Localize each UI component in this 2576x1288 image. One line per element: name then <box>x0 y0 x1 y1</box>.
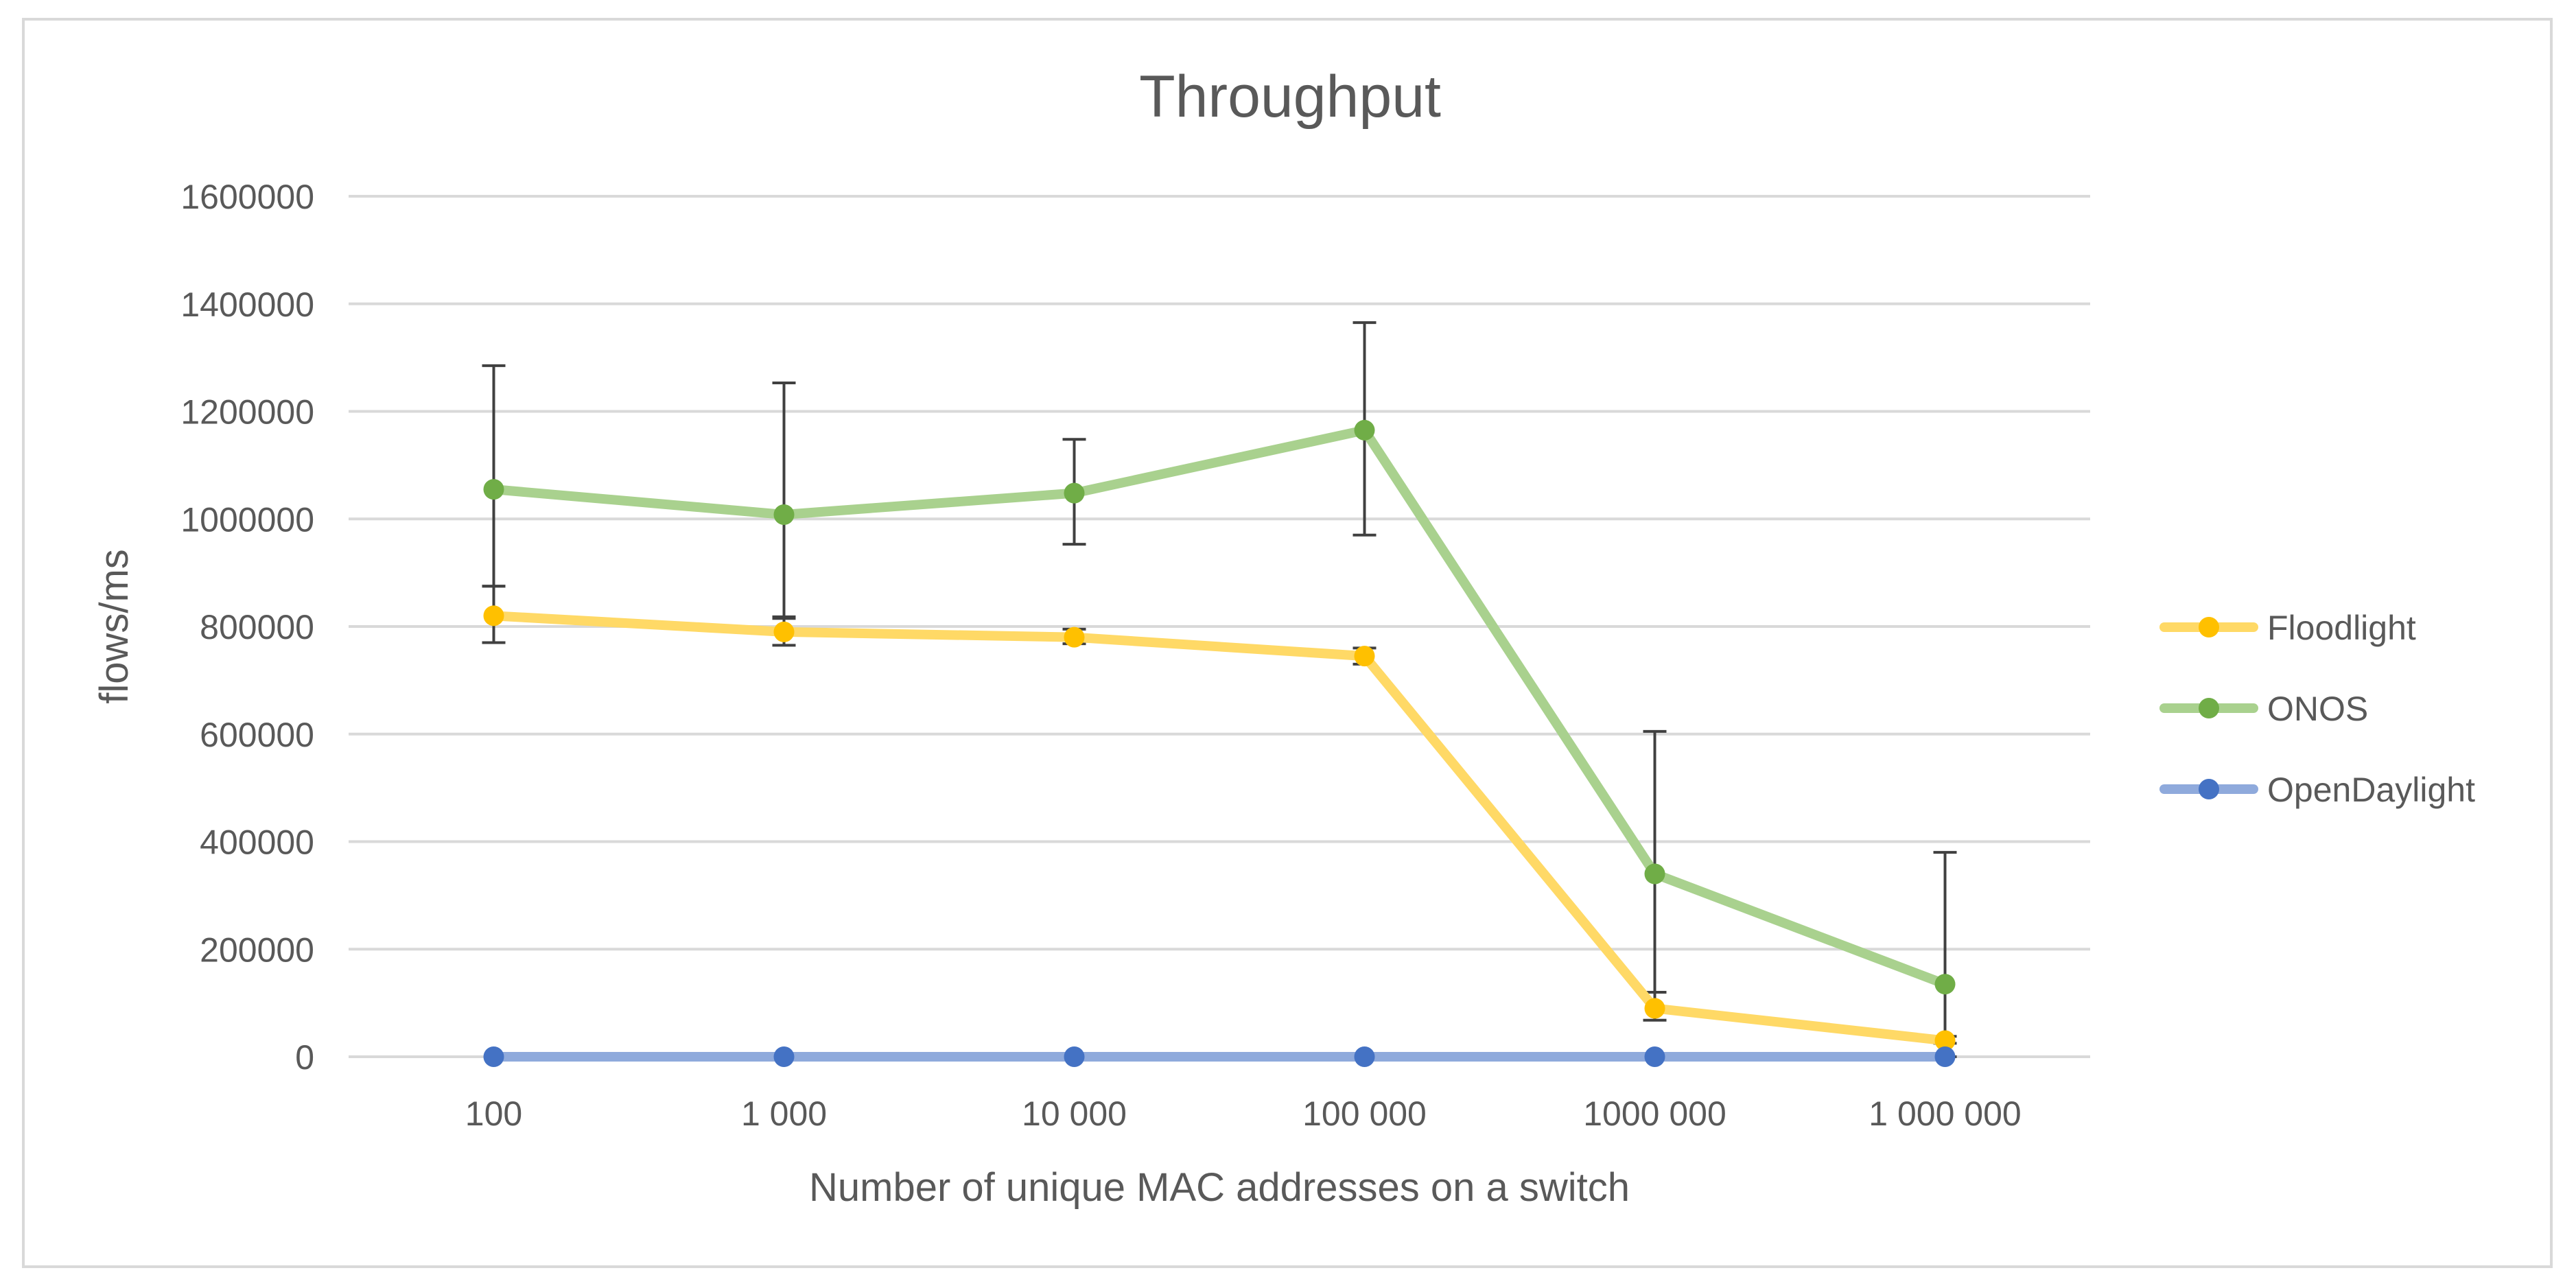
data-point <box>1934 1046 1956 1067</box>
data-point <box>1644 863 1665 885</box>
y-tick-label: 0 <box>295 1038 314 1077</box>
data-point <box>1354 646 1375 667</box>
y-axis-ticks: 0 200000 400000 600000 800000 1000000 1200000 1… <box>180 178 314 1077</box>
data-point <box>1934 1030 1956 1051</box>
y-tick-label: 600000 <box>200 716 314 754</box>
error-bar <box>1933 851 1957 1058</box>
y-tick-label: 1000000 <box>180 500 314 539</box>
y-axis-title: flows/ms <box>92 549 137 704</box>
error-bar <box>482 364 506 588</box>
legend-marker <box>2199 617 2219 637</box>
data-point <box>1354 419 1375 441</box>
legend-entry: OpenDaylight <box>2159 771 2475 809</box>
data-point <box>1064 482 1085 504</box>
data-point <box>1644 1046 1665 1067</box>
x-axis-ticks: 100 1 000 10 000 100 000 1000 000 1 000 000 <box>465 1094 2022 1133</box>
series-line <box>489 611 1950 1046</box>
y-tick-label: 1600000 <box>180 178 314 216</box>
error-bar <box>772 381 796 618</box>
legend-label: OpenDaylight <box>2267 771 2475 809</box>
legend-label: ONOS <box>2267 690 2368 728</box>
data-point <box>773 621 795 642</box>
data-point <box>1064 1046 1085 1067</box>
x-tick-label: 1 000 <box>741 1094 827 1133</box>
data-point <box>483 605 504 627</box>
x-tick-label: 100 <box>465 1094 522 1133</box>
series-lines <box>483 419 1956 1067</box>
data-point <box>1064 627 1085 648</box>
data-point <box>1934 974 1956 995</box>
series-line <box>489 425 1950 990</box>
data-point <box>773 504 795 525</box>
series-onos <box>483 419 1956 995</box>
y-tick-label: 400000 <box>200 823 314 862</box>
legend-entry: Floodlight <box>2159 609 2416 647</box>
data-point <box>1644 998 1665 1019</box>
error-bars <box>482 321 1957 1058</box>
data-point <box>483 479 504 500</box>
x-axis-title: Number of unique MAC addresses on a swit… <box>809 1165 1630 1210</box>
x-tick-label: 1000 000 <box>1583 1094 1726 1133</box>
x-tick-label: 100 000 <box>1302 1094 1427 1133</box>
legend-entry: ONOS <box>2159 690 2368 728</box>
y-tick-label: 200000 <box>200 930 314 969</box>
legend-marker <box>2199 779 2219 799</box>
y-tick-label: 800000 <box>200 608 314 646</box>
x-tick-label: 10 000 <box>1022 1094 1127 1133</box>
x-tick-label: 1 000 000 <box>1869 1094 2021 1133</box>
chart-frame: Throughput 0 200000 400000 600000 800000 1000… <box>22 18 2553 1268</box>
legend-label: Floodlight <box>2267 609 2416 647</box>
line-chart: Throughput 02000004000006000008000001000… <box>92 64 2475 1210</box>
y-tick-label: 1400000 <box>180 285 314 324</box>
legend-marker <box>2199 698 2219 718</box>
chart-title: Throughput <box>1139 64 1441 130</box>
data-point <box>483 1046 504 1067</box>
series-floodlight <box>483 605 1956 1051</box>
y-tick-label: 1200000 <box>180 393 314 432</box>
data-point <box>773 1046 795 1067</box>
series-opendaylight <box>483 1046 1956 1067</box>
legend: Floodlight ONOS OpenDaylight <box>2159 609 2475 809</box>
data-point <box>1354 1046 1375 1067</box>
